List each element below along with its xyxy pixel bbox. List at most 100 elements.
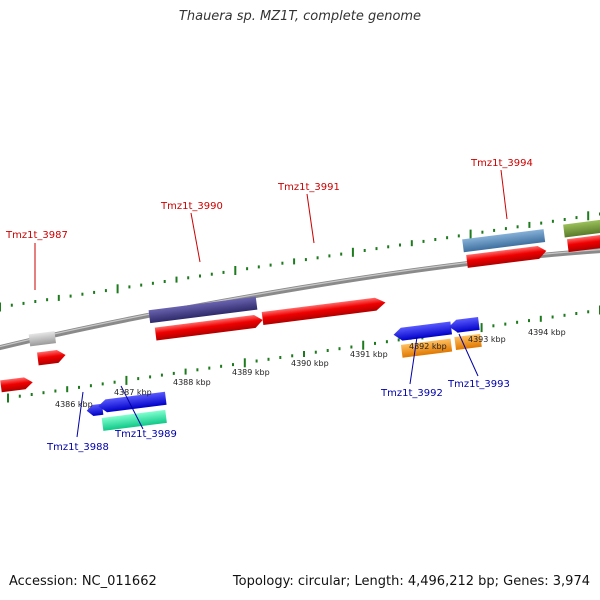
tick-mark: [93, 290, 96, 294]
tick-mark: [255, 359, 258, 363]
tick-mark: [399, 243, 401, 247]
tick-mark: [563, 313, 566, 317]
tick-mark: [0, 302, 1, 312]
gene-olive-feature[interactable]: [563, 219, 600, 238]
tick-mark: [66, 386, 69, 393]
label-tmz1t-3989[interactable]: Tmz1t_3989: [114, 429, 177, 440]
tick-mark: [375, 247, 378, 251]
scale-label: 4386 kbp: [55, 400, 93, 409]
tick-mark: [540, 221, 543, 225]
tick-mark: [469, 229, 472, 239]
tick-mark: [267, 357, 270, 361]
tick-mark: [101, 382, 104, 386]
scale-label: 4389 kbp: [232, 368, 270, 377]
tick-mark: [516, 225, 519, 229]
tick-mark: [422, 239, 425, 243]
tick-mark: [243, 358, 246, 368]
label-tmz1t-3987[interactable]: Tmz1t_3987: [5, 230, 68, 241]
tick-mark: [160, 373, 163, 377]
tick-mark: [387, 245, 390, 249]
tick-mark: [81, 292, 84, 296]
tick-mark: [457, 234, 460, 238]
tick-mark: [163, 280, 166, 283]
tick-mark: [42, 391, 45, 395]
gene-tmz1t-3992-cds[interactable]: [393, 321, 453, 341]
label-tmz1t-3990[interactable]: Tmz1t_3990: [160, 201, 223, 212]
tick-mark: [351, 247, 354, 257]
tick-mark: [410, 240, 413, 247]
tick-mark: [104, 289, 107, 293]
label-tmz1t-3988[interactable]: Tmz1t_3988: [46, 442, 109, 453]
tick-mark: [326, 349, 329, 352]
tick-mark: [151, 281, 154, 285]
gene-tmz1t-3993-cds[interactable]: [448, 316, 480, 334]
tick-mark: [446, 236, 449, 240]
genome-backbone: [0, 248, 600, 351]
gene-red-right-edge[interactable]: [566, 233, 600, 253]
gene-tmz1t-3990-feature[interactable]: [148, 296, 258, 324]
gene-tmz1t-3991-cds[interactable]: [261, 297, 387, 325]
tick-mark: [281, 261, 284, 265]
tick-mark: [257, 265, 260, 269]
tick-mark: [22, 301, 25, 305]
gene-tmz1t-3994-cds[interactable]: [466, 245, 547, 268]
tick-mark: [184, 368, 187, 375]
tick-mark: [208, 366, 211, 370]
tick-mark: [575, 312, 578, 315]
tick-mark: [314, 350, 317, 354]
tick-mark: [246, 267, 249, 271]
tick-mark: [57, 294, 60, 301]
tick-mark: [196, 368, 199, 372]
tick-mark: [362, 340, 365, 350]
tick-mark: [303, 351, 305, 357]
tick-mark: [504, 322, 507, 326]
tick-mark: [128, 285, 131, 289]
tick-mark: [113, 380, 116, 384]
gene-tmz1t-3990-cds[interactable]: [154, 314, 264, 341]
label-tmz1t-3993[interactable]: Tmz1t_3993: [447, 379, 510, 390]
tick-mark: [89, 384, 92, 388]
tick-mark: [269, 263, 272, 267]
tick-mark: [149, 375, 152, 379]
scale-label: 4394 kbp: [528, 328, 566, 337]
tick-mark: [338, 347, 341, 351]
tick-mark: [575, 216, 578, 220]
tick-mark: [199, 274, 201, 278]
scale-label: 4387 kbp: [114, 388, 152, 397]
gene-tmz1t-3988-cds[interactable]: [97, 391, 167, 413]
tick-mark: [350, 345, 353, 349]
scale-label: 4391 kbp: [350, 350, 388, 359]
scale-label: 4390 kbp: [291, 359, 329, 368]
label-tmz1t-3994[interactable]: Tmz1t_3994: [470, 158, 533, 169]
tick-mark: [187, 276, 190, 280]
label-tmz1t-3992[interactable]: Tmz1t_3992: [380, 388, 443, 399]
tick-mark: [328, 254, 331, 258]
genome-title: Thauera sp. MZ1T, complete genome: [178, 9, 422, 24]
tick-mark: [397, 338, 400, 342]
gene-tmz1t-3994-feature[interactable]: [462, 229, 546, 253]
gene-tmz1t-3987-cds[interactable]: [37, 349, 66, 366]
scale-label: 4393 kbp: [468, 335, 506, 344]
tick-mark: [481, 230, 484, 234]
tick-mark: [30, 393, 33, 396]
tick-mark: [374, 341, 376, 345]
tick-mark: [54, 389, 57, 393]
tick-mark: [304, 258, 307, 262]
gene-tmz1t-3992-feature[interactable]: [400, 338, 453, 358]
gene-tmz1t-3987-feature[interactable]: [28, 331, 56, 347]
tick-mark: [34, 300, 37, 303]
tick-mark: [172, 371, 175, 375]
label-tmz1t-3991[interactable]: Tmz1t_3991: [277, 182, 340, 193]
gene-red-arrow-left[interactable]: [0, 376, 33, 393]
gene-tmz1t-3989-feature[interactable]: [101, 409, 167, 431]
tick-mark: [587, 211, 590, 221]
scale-label: 4392 kbp: [409, 342, 447, 351]
tick-mark: [116, 284, 119, 294]
tick-mark: [363, 249, 366, 252]
tick-mark: [291, 354, 294, 358]
tick-mark: [222, 270, 225, 274]
topology-summary: Topology: circular; Length: 4,496,212 bp…: [232, 574, 590, 589]
lower-tick-track: [7, 305, 600, 403]
tick-mark: [504, 227, 507, 231]
